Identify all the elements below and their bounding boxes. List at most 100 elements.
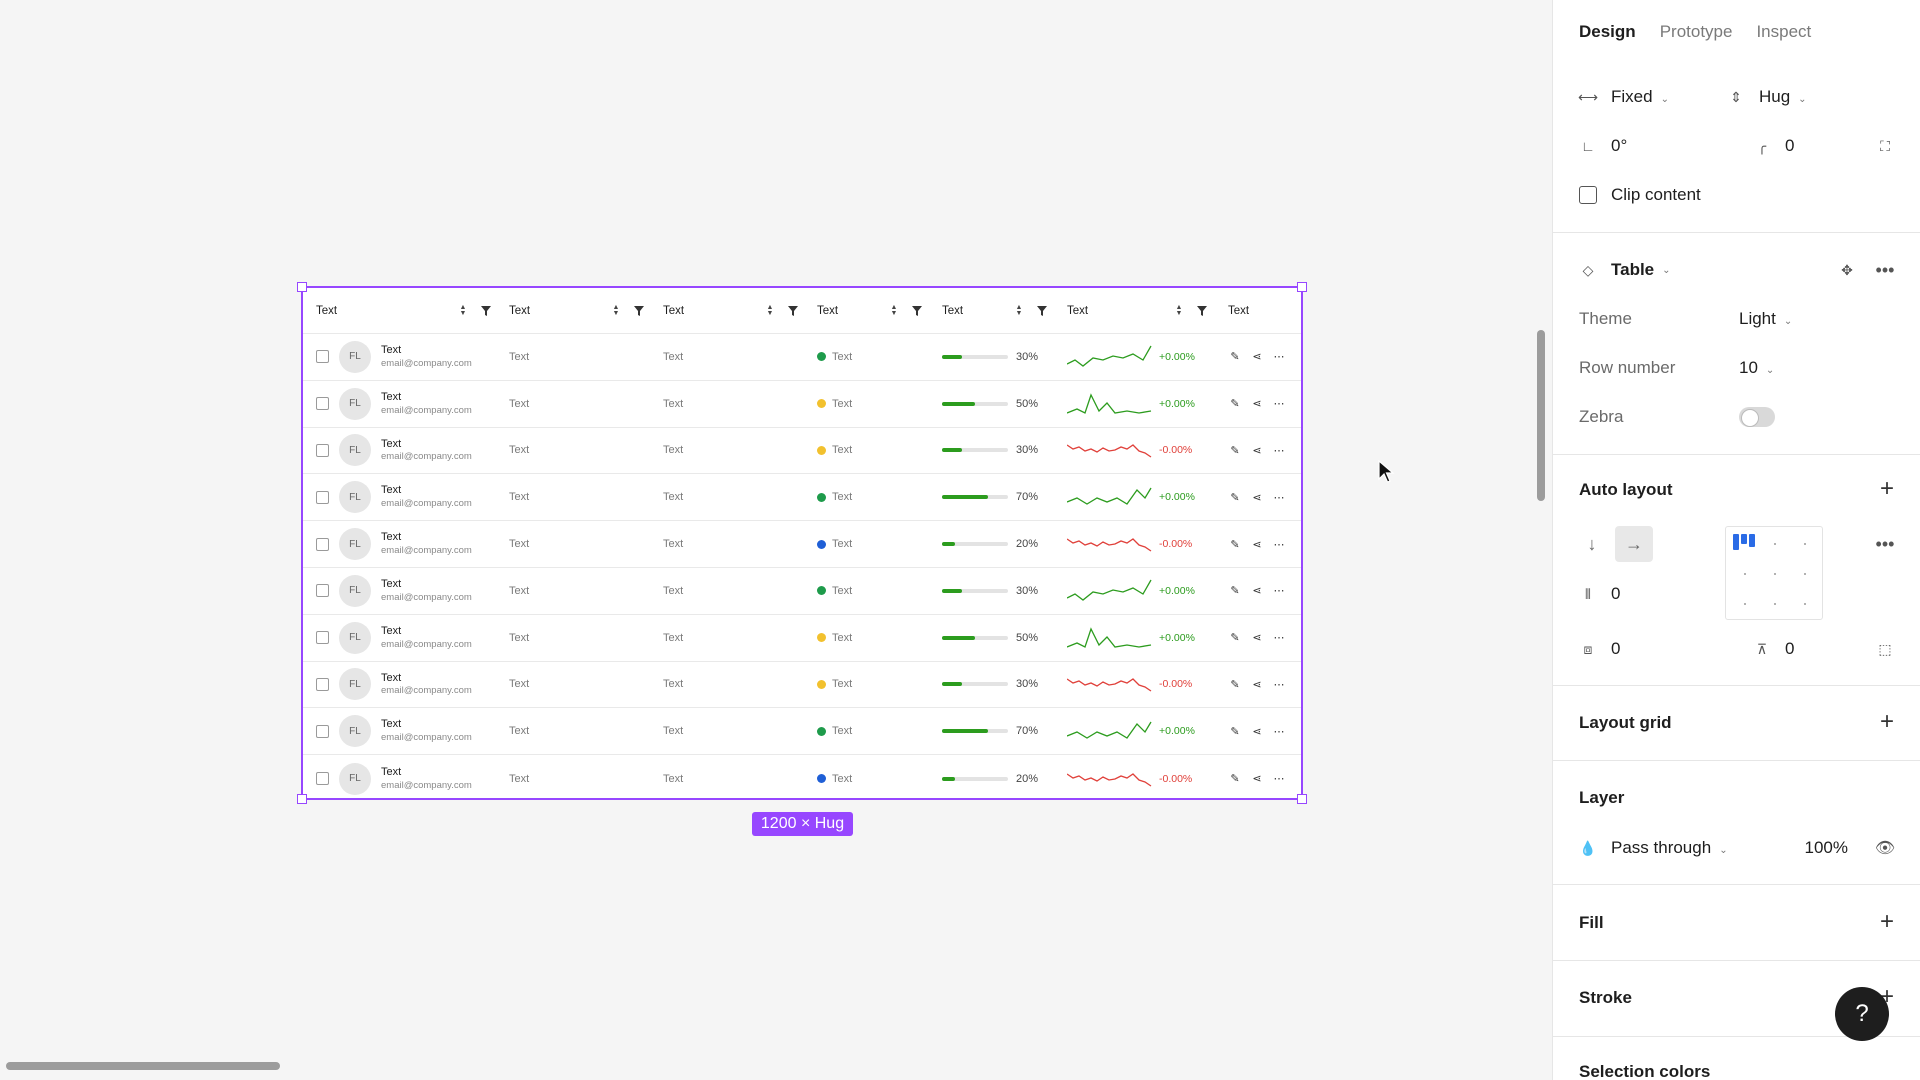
alignment-dot[interactable]	[1804, 543, 1806, 545]
clip-content-row[interactable]: Clip content	[1579, 183, 1894, 207]
sort-icon[interactable]: ▲ ▼	[890, 303, 898, 317]
edit-icon[interactable]: ✎	[1230, 444, 1240, 457]
more-options-icon[interactable]: •••	[1875, 259, 1895, 280]
edit-icon[interactable]: ✎	[1230, 725, 1240, 738]
header-cell-3[interactable]: Text ▲ ▼	[663, 288, 803, 333]
table-row[interactable]: FL Text email@company.com Text Text Text 30% +0…	[303, 334, 1301, 381]
theme-select[interactable]: Light ⌄	[1739, 309, 1792, 329]
more-icon[interactable]: ⋯	[1273, 632, 1285, 645]
canvas[interactable]: Text ▲ ▼ Text ▲ ▼ Text ▲ ▼ Text ▲ ▼ Text	[0, 0, 1552, 1080]
filter-icon[interactable]	[633, 305, 645, 317]
share-icon[interactable]: ⋖	[1252, 398, 1262, 411]
horizontal-direction-button[interactable]: →	[1615, 526, 1653, 562]
table-row[interactable]: FL Text email@company.com Text Text Text 50% +0…	[303, 381, 1301, 428]
filter-icon[interactable]	[1196, 305, 1208, 317]
share-icon[interactable]: ⋖	[1252, 444, 1262, 457]
more-icon[interactable]: ⋯	[1273, 725, 1285, 738]
edit-icon[interactable]: ✎	[1230, 398, 1240, 411]
header-cell-5[interactable]: Text ▲ ▼	[942, 288, 1052, 333]
edit-icon[interactable]: ✎	[1230, 491, 1240, 504]
row-checkbox[interactable]	[316, 677, 329, 691]
vertical-padding-input[interactable]: 0	[1785, 639, 1795, 658]
header-cell-1[interactable]: Text ▲ ▼	[316, 288, 496, 333]
resize-handle-top-right[interactable]	[1297, 282, 1307, 292]
share-icon[interactable]: ⋖	[1252, 351, 1262, 364]
alignment-dot[interactable]	[1774, 543, 1776, 545]
row-checkbox[interactable]	[316, 537, 329, 551]
filter-icon[interactable]	[1036, 305, 1048, 317]
tab-design[interactable]: Design	[1579, 22, 1636, 41]
row-checkbox[interactable]	[316, 490, 329, 504]
tab-prototype[interactable]: Prototype	[1659, 22, 1733, 41]
share-icon[interactable]: ⋖	[1252, 632, 1262, 645]
header-cell-2[interactable]: Text ▲ ▼	[509, 288, 649, 333]
horizontal-padding-input[interactable]: 0	[1611, 639, 1621, 658]
edit-icon[interactable]: ✎	[1230, 632, 1240, 645]
blend-mode-select[interactable]: Pass through ⌄	[1611, 838, 1728, 858]
component-name[interactable]: Table	[1611, 260, 1655, 279]
chevron-down-icon[interactable]: ⌄	[1662, 264, 1671, 276]
gap-input[interactable]: 0	[1611, 584, 1621, 603]
more-icon[interactable]: ⋯	[1273, 773, 1285, 786]
row-checkbox[interactable]	[316, 772, 329, 786]
sort-icon[interactable]: ▲ ▼	[459, 303, 467, 317]
filter-icon[interactable]	[480, 305, 492, 317]
alignment-dot[interactable]	[1744, 603, 1746, 605]
alignment-dot[interactable]	[1804, 603, 1806, 605]
row-number-select[interactable]: 10 ⌄	[1739, 358, 1774, 378]
height-mode-select[interactable]: Hug ⌄	[1759, 87, 1807, 107]
zebra-toggle[interactable]	[1739, 407, 1775, 427]
add-fill-icon[interactable]: +	[1879, 908, 1894, 935]
share-icon[interactable]: ⋖	[1252, 585, 1262, 598]
more-icon[interactable]: ⋯	[1273, 585, 1285, 598]
more-icon[interactable]: ⋯	[1273, 491, 1285, 504]
table-row[interactable]: FL Text email@company.com Text Text Text 20% -0…	[303, 521, 1301, 568]
more-icon[interactable]: ⋯	[1273, 678, 1285, 691]
vertical-direction-button[interactable]: ↓	[1587, 533, 1597, 554]
share-icon[interactable]: ⋖	[1252, 491, 1262, 504]
alignment-grid[interactable]	[1725, 526, 1823, 620]
edit-icon[interactable]: ✎	[1230, 538, 1240, 551]
tab-inspect[interactable]: Inspect	[1756, 22, 1812, 41]
sort-icon[interactable]: ▲ ▼	[766, 303, 774, 317]
row-checkbox[interactable]	[316, 350, 329, 364]
filter-icon[interactable]	[787, 305, 799, 317]
horizontal-scrollbar[interactable]	[6, 1062, 280, 1070]
independent-corners-icon[interactable]: ⛶	[1880, 137, 1890, 154]
resize-handle-bottom-right[interactable]	[1297, 794, 1307, 804]
resize-handle-top-left[interactable]	[297, 282, 307, 292]
filter-icon[interactable]	[911, 305, 923, 317]
go-to-main-component-icon[interactable]: ✥	[1841, 261, 1853, 278]
more-options-icon[interactable]: •••	[1875, 533, 1895, 554]
row-checkbox[interactable]	[316, 631, 329, 645]
table-row[interactable]: FL Text email@company.com Text Text Text 20% -0…	[303, 755, 1301, 802]
share-icon[interactable]: ⋖	[1252, 678, 1262, 691]
more-icon[interactable]: ⋯	[1273, 444, 1285, 457]
add-layout-grid-icon[interactable]: +	[1879, 708, 1894, 735]
eye-icon[interactable]: 👁	[1874, 840, 1896, 857]
header-cell-6[interactable]: Text ▲ ▼	[1067, 288, 1212, 333]
opacity-input[interactable]: 100%	[1804, 838, 1848, 857]
rotation-input[interactable]: 0°	[1611, 136, 1628, 155]
sort-icon[interactable]: ▲ ▼	[612, 303, 620, 317]
table-row[interactable]: FL Text email@company.com Text Text Text 30% -0…	[303, 428, 1301, 475]
edit-icon[interactable]: ✎	[1230, 351, 1240, 364]
width-mode-select[interactable]: Fixed ⌄	[1611, 87, 1669, 107]
header-cell-7[interactable]: Text	[1228, 288, 1298, 333]
alignment-dot[interactable]	[1774, 603, 1776, 605]
resize-handle-bottom-left[interactable]	[297, 794, 307, 804]
corner-radius-input[interactable]: 0	[1785, 136, 1795, 155]
individual-padding-icon[interactable]: ⬚	[1878, 640, 1892, 657]
row-checkbox[interactable]	[316, 443, 329, 457]
sort-icon[interactable]: ▲ ▼	[1175, 303, 1183, 317]
row-checkbox[interactable]	[316, 724, 329, 738]
clip-content-checkbox[interactable]	[1579, 186, 1597, 204]
alignment-dot[interactable]	[1744, 573, 1746, 575]
add-auto-layout-icon[interactable]: +	[1879, 475, 1894, 502]
row-checkbox[interactable]	[316, 584, 329, 598]
alignment-dot[interactable]	[1804, 573, 1806, 575]
more-icon[interactable]: ⋯	[1273, 351, 1285, 364]
vertical-scrollbar[interactable]	[1537, 330, 1545, 501]
more-icon[interactable]: ⋯	[1273, 398, 1285, 411]
table-row[interactable]: FL Text email@company.com Text Text Text 70% +0…	[303, 708, 1301, 756]
